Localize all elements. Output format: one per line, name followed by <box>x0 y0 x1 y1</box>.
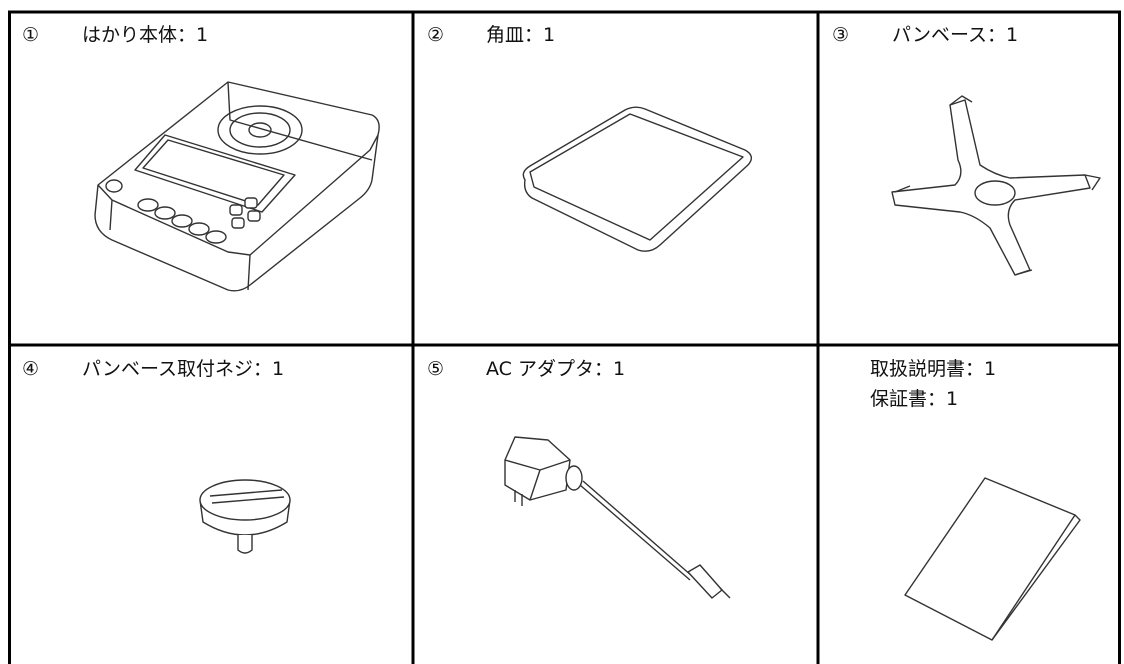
item-label: AC アダプタ：1 <box>486 358 626 380</box>
item-number: ⑤ <box>427 358 445 380</box>
item-label: 保証書：1 <box>870 388 959 410</box>
item-number: ① <box>22 24 40 46</box>
pan-base-illustration <box>891 95 1101 276</box>
item-number: ③ <box>832 24 850 46</box>
scale-illustration <box>94 81 380 292</box>
item-label: パンベース取付ネジ：1 <box>82 358 285 380</box>
item-label: 取扱説明書：1 <box>870 358 997 380</box>
booklet-illustration <box>904 477 1081 641</box>
item-label: パンベース：1 <box>892 24 1019 46</box>
item-label: はかり本体：1 <box>82 24 209 46</box>
item-label: 角皿：1 <box>486 24 556 46</box>
plate-illustration <box>522 106 753 252</box>
screw-illustration <box>199 479 291 554</box>
item-number: ② <box>427 24 445 46</box>
table-grid <box>8 10 1121 664</box>
adapter-illustration <box>504 436 731 599</box>
item-number: ④ <box>22 358 40 380</box>
